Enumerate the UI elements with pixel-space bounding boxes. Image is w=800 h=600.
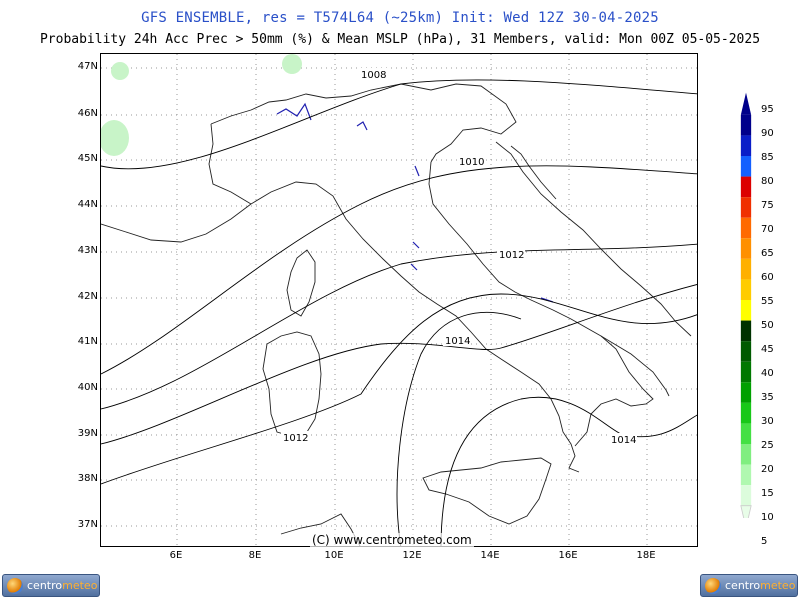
precip-probability-areas: [101, 54, 302, 156]
coastlines: [101, 83, 692, 546]
isobar-label: 1012: [283, 433, 308, 444]
colorbar-level-label: 15: [761, 488, 774, 499]
lat-label: 46N: [77, 108, 98, 119]
colorbar-level-label: 90: [761, 128, 774, 139]
probability-colorbar: [740, 92, 752, 518]
centrometeo-logo-left[interactable]: centrometeo: [2, 574, 100, 597]
map-frame: 1008 1010 1012 1014 1012 1014: [100, 53, 698, 547]
colorbar-segment: [740, 197, 752, 218]
colorbar-segment: [740, 423, 752, 444]
lon-label: 10E: [324, 550, 344, 561]
colorbar-level-label: 60: [761, 272, 774, 283]
lat-label: 44N: [77, 199, 98, 210]
isobars: [101, 79, 697, 546]
lon-label: 14E: [480, 550, 500, 561]
colorbar-segment: [740, 217, 752, 239]
lat-label: 47N: [77, 61, 98, 72]
lon-label: 16E: [558, 550, 578, 561]
isobar-label: 1014: [445, 336, 470, 347]
colorbar-segment: [740, 341, 752, 362]
colorbar-segment: [740, 176, 752, 198]
colorbar-segment: [740, 382, 752, 403]
colorbar-level-label: 5: [761, 536, 768, 547]
colorbar-segment: [740, 361, 752, 383]
lat-lon-grid: [101, 54, 697, 546]
colorbar-level-label: 20: [761, 464, 774, 475]
colorbar-arrow-top: [740, 92, 752, 115]
colorbar-segment: [740, 279, 752, 300]
colorbar-segment: [740, 300, 752, 321]
colorbar-segment: [740, 114, 752, 136]
colorbar-level-label: 70: [761, 224, 774, 235]
centrometeo-logo-right[interactable]: centrometeo: [700, 574, 798, 597]
lat-label: 42N: [77, 291, 98, 302]
lat-label: 37N: [77, 519, 98, 530]
colorbar-level-label: 40: [761, 368, 774, 379]
colorbar-level-label: 10: [761, 512, 774, 523]
isobar-label: 1008: [361, 70, 386, 81]
globe-icon: [705, 577, 721, 594]
lat-label: 43N: [77, 245, 98, 256]
colorbar-segment: [740, 444, 752, 465]
lon-label: 6E: [169, 550, 183, 561]
inland-water: [276, 102, 554, 303]
colorbar-segment: [740, 402, 752, 424]
map-title-line2: Probability 24h Acc Prec > 50mm (%) & Me…: [39, 32, 761, 47]
lon-label: 8E: [248, 550, 262, 561]
colorbar-segment: [740, 156, 752, 177]
colorbar-level-label: 95: [761, 104, 774, 115]
colorbar-segment: [740, 320, 752, 342]
forecast-map: 1008 1010 1012 1014 1012 1014: [101, 54, 697, 546]
logo-text: centrometeo: [725, 579, 796, 592]
colorbar-level-label: 85: [761, 152, 774, 163]
map-title-line1: GFS ENSEMBLE, res = T574L64 (~25km) Init…: [141, 10, 659, 26]
lat-label: 38N: [77, 473, 98, 484]
isobar-label: 1012: [499, 250, 524, 261]
colorbar-segment: [740, 258, 752, 280]
colorbar-level-label: 80: [761, 176, 774, 187]
lat-label: 39N: [77, 428, 98, 439]
colorbar-arrow-bottom: [740, 505, 752, 518]
colorbar-segment: [740, 464, 752, 486]
colorbar-level-label: 65: [761, 248, 774, 259]
copyright-text: (C) www.centrometeo.com: [310, 533, 474, 547]
logo-text: centrometeo: [27, 579, 98, 592]
colorbar-level-label: 55: [761, 296, 774, 307]
lat-label: 40N: [77, 382, 98, 393]
lat-label: 45N: [77, 153, 98, 164]
colorbar-segment: [740, 238, 752, 259]
lon-label: 12E: [402, 550, 422, 561]
globe-icon: [7, 577, 23, 594]
colorbar-segment: [740, 135, 752, 156]
colorbar-level-label: 25: [761, 440, 774, 451]
isobar-label: 1014: [611, 435, 636, 446]
colorbar-level-label: 30: [761, 416, 774, 427]
colorbar-level-label: 35: [761, 392, 774, 403]
colorbar-level-label: 75: [761, 200, 774, 211]
colorbar-level-label: 45: [761, 344, 774, 355]
colorbar-level-label: 50: [761, 320, 774, 331]
isobar-label: 1010: [459, 157, 484, 168]
lat-label: 41N: [77, 336, 98, 347]
isobar-labels: 1008 1010 1012 1014 1012 1014: [281, 68, 637, 446]
lon-label: 18E: [636, 550, 656, 561]
colorbar-segment: [740, 485, 752, 506]
